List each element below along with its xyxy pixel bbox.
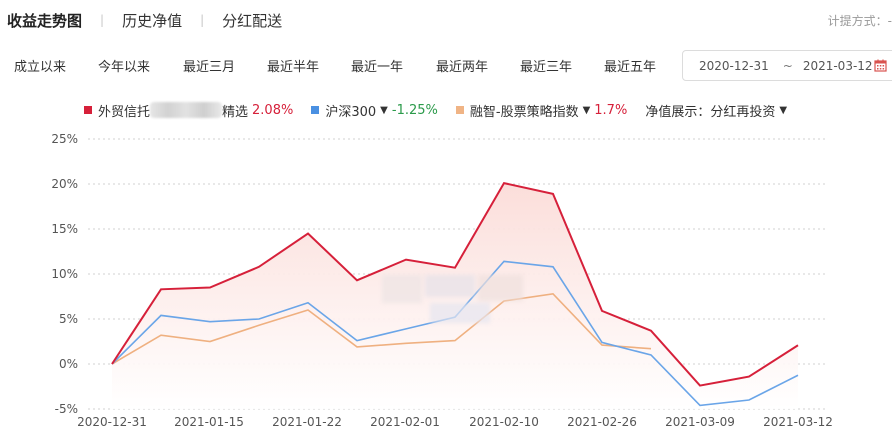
tab-separator: |: [200, 13, 205, 27]
x-axis-labels: 2020-12-31 2021-01-15 2021-01-22 2021-02-01…: [77, 415, 833, 429]
date-start[interactable]: 2020-12-31: [699, 58, 769, 73]
svg-text:2021-02-26: 2021-02-26: [567, 415, 637, 429]
range-5y[interactable]: 最近五年: [604, 59, 657, 75]
svg-text:2021-03-12: 2021-03-12: [763, 415, 833, 429]
tab-separator: |: [100, 13, 105, 27]
index-legend-marker: [455, 106, 464, 114]
svg-text:10%: 10%: [51, 267, 78, 281]
fund-legend-name-suffix[interactable]: 精选: [222, 104, 249, 120]
date-end[interactable]: 2021-03-12: [802, 58, 873, 73]
hs300-legend-name[interactable]: 沪深300: [325, 104, 377, 120]
svg-text:15%: 15%: [51, 222, 78, 236]
fund-line[interactable]: [111, 181, 799, 387]
index-legend-name[interactable]: 融智-股票策略指数: [469, 104, 579, 120]
svg-text:20%: 20%: [51, 177, 78, 191]
range-6m[interactable]: 最近半年: [267, 59, 320, 75]
calendar-icon[interactable]: [874, 59, 887, 72]
nav-display-caret-icon[interactable]: ▼: [779, 104, 788, 116]
index-return-value: 1.7%: [594, 102, 628, 118]
svg-text:0%: 0%: [59, 357, 78, 371]
chart-tabs: 收益走势图 | 历史净值 | 分红配送: [7, 8, 282, 32]
chart-legend: 外贸信托 精选 2.08% 沪深300 ▼ -1.25% 融智-股票策略指数 ▼…: [84, 101, 788, 120]
tab-return-trend[interactable]: 收益走势图: [7, 11, 83, 30]
accrual-method-label: 计提方式：-: [827, 14, 892, 28]
range-2y[interactable]: 最近两年: [436, 59, 489, 75]
hs300-legend-marker: [311, 106, 320, 114]
range-3m[interactable]: 最近三月: [183, 59, 236, 75]
redacted-fund-name: [150, 102, 223, 118]
date-range-picker[interactable]: 2020-12-31 ~ 2021-03-12: [682, 50, 892, 81]
svg-text:5%: 5%: [59, 312, 78, 326]
range-since-inception[interactable]: 成立以来: [14, 59, 67, 75]
nav-display-selector[interactable]: 净值展示：分红再投资: [645, 104, 776, 120]
svg-text:2021-01-15: 2021-01-15: [174, 415, 244, 429]
date-separator: ~: [782, 58, 793, 73]
svg-text:-5%: -5%: [55, 402, 78, 416]
svg-text:2021-02-10: 2021-02-10: [469, 415, 539, 429]
y-axis-labels: 25% 20% 15% 10% 5% 0% -5%: [51, 132, 78, 416]
svg-text:2021-03-09: 2021-03-09: [665, 415, 735, 429]
tab-dividends[interactable]: 分红配送: [222, 11, 283, 30]
svg-text:2021-02-01: 2021-02-01: [370, 415, 440, 429]
range-1y[interactable]: 最近一年: [351, 59, 404, 75]
redacted-watermark: [382, 275, 523, 323]
fund-return-value: 2.08%: [252, 102, 294, 118]
hs300-dropdown-caret-icon[interactable]: ▼: [380, 104, 388, 116]
range-3y[interactable]: 最近三年: [520, 59, 573, 75]
range-ytd[interactable]: 今年以来: [98, 59, 151, 75]
return-trend-chart[interactable]: 25% 20% 15% 10% 5% 0% -5% 2020-12-31 2021-01-15…: [0, 125, 892, 430]
index-line[interactable]: [111, 292, 652, 365]
svg-text:2021-01-22: 2021-01-22: [272, 415, 342, 429]
svg-text:2020-12-31: 2020-12-31: [77, 415, 147, 429]
index-dropdown-caret-icon[interactable]: ▼: [582, 104, 591, 116]
fund-legend-name-prefix[interactable]: 外贸信托: [98, 104, 151, 120]
svg-text:25%: 25%: [51, 132, 78, 146]
hs300-return-value: -1.25%: [391, 102, 438, 118]
tab-history-nav[interactable]: 历史净值: [122, 11, 183, 30]
fund-legend-marker: [84, 106, 92, 114]
